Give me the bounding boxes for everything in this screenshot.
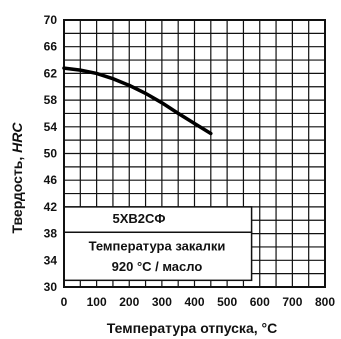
quench-conditions-box: [63, 231, 253, 282]
y-tick-labels: 30 34 38 42 46 50 54 58 62 66 70: [44, 13, 58, 294]
x-axis-label: Температура отпуска, °С: [107, 320, 277, 336]
steel-grade-label: 5ХВ2СФ: [113, 211, 166, 226]
quench-temperature-label: Температура закалки: [89, 238, 226, 253]
annotation-boxes: 5ХВ2СФ Температура закалки 920 °С / масл…: [63, 206, 253, 282]
x-tick-label: 400: [184, 295, 204, 309]
y-tick-label: 42: [44, 200, 58, 214]
y-axis-label-unit: HRC: [9, 122, 25, 153]
y-tick-label: 54: [44, 120, 58, 134]
x-tick-label: 0: [61, 295, 68, 309]
x-tick-label: 100: [87, 295, 107, 309]
x-tick-label: 600: [250, 295, 270, 309]
y-tick-label: 58: [44, 93, 58, 107]
x-tick-label: 200: [119, 295, 139, 309]
steel-grade-box: [63, 206, 253, 234]
quench-medium-label: 920 °С / масло: [112, 259, 203, 274]
y-tick-label: 34: [44, 253, 58, 267]
y-tick-label: 62: [44, 66, 58, 80]
y-tick-label: 30: [44, 280, 58, 294]
y-tick-label: 66: [44, 40, 58, 54]
x-tick-label: 800: [315, 295, 335, 309]
y-tick-label: 38: [44, 227, 58, 241]
y-axis-label-prefix: Твердость,: [9, 153, 25, 234]
x-tick-label: 500: [217, 295, 237, 309]
plot-frame: [63, 19, 326, 288]
y-tick-label: 46: [44, 173, 58, 187]
x-tick-labels: 0 100 200 300 400 500 600 700 800: [61, 295, 336, 309]
series-line: [62, 66, 213, 136]
series: [62, 66, 213, 136]
y-tick-label: 50: [44, 147, 58, 161]
y-tick-label: 70: [44, 13, 58, 27]
y-axis-label: Твердость, HRC: [9, 122, 25, 234]
x-tick-label: 700: [282, 295, 302, 309]
x-tick-label: 300: [152, 295, 172, 309]
